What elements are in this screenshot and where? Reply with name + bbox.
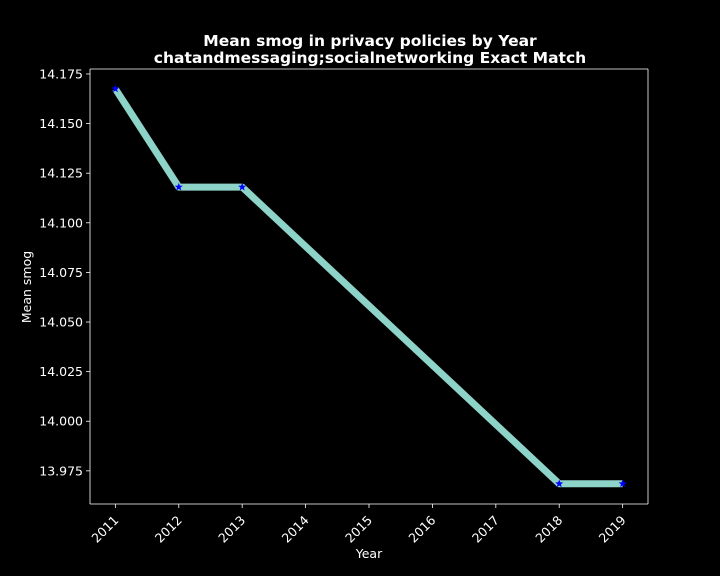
y-tick-label-14.125: 14.125 bbox=[39, 166, 83, 181]
y-tick-label-14.050: 14.050 bbox=[39, 315, 83, 330]
x-axis-label: Year bbox=[355, 546, 383, 561]
data-point-2018 bbox=[555, 479, 564, 488]
y-tick-label-14.025: 14.025 bbox=[39, 364, 83, 379]
y-tick-label-14.000: 14.000 bbox=[39, 414, 83, 429]
data-point-2012 bbox=[174, 182, 183, 191]
y-tick-label-14.150: 14.150 bbox=[39, 116, 83, 131]
data-point-2013 bbox=[238, 182, 247, 191]
data-point-2011 bbox=[111, 84, 120, 93]
chart-subtitle: chatandmessaging;socialnetworking Exact … bbox=[154, 49, 586, 67]
y-tick-label-14.075: 14.075 bbox=[39, 265, 83, 280]
y-tick-label-13.975: 13.975 bbox=[39, 463, 83, 478]
y-tick-label-14.175: 14.175 bbox=[39, 66, 83, 81]
data-point-2019 bbox=[618, 479, 627, 488]
chart-title: Mean smog in privacy policies by Year bbox=[203, 32, 537, 50]
y-axis-label: Mean smog bbox=[19, 251, 34, 323]
y-tick-label-14.100: 14.100 bbox=[39, 215, 83, 230]
